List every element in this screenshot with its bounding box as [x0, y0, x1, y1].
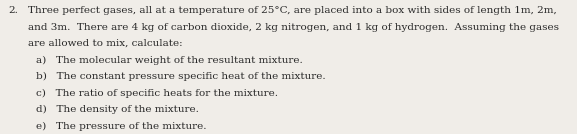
Text: Three perfect gases, all at a temperature of 25°C, are placed into a box with si: Three perfect gases, all at a temperatur… — [28, 6, 557, 15]
Text: are allowed to mix, calculate:: are allowed to mix, calculate: — [28, 39, 183, 48]
Text: 2.: 2. — [8, 6, 18, 15]
Text: c)   The ratio of specific heats for the mixture.: c) The ratio of specific heats for the m… — [36, 88, 278, 98]
Text: b)   The constant pressure specific heat of the mixture.: b) The constant pressure specific heat o… — [36, 72, 325, 81]
Text: a)   The molecular weight of the resultant mixture.: a) The molecular weight of the resultant… — [36, 55, 303, 65]
Text: d)   The density of the mixture.: d) The density of the mixture. — [36, 105, 199, 114]
Text: and 3m.  There are 4 kg of carbon dioxide, 2 kg nitrogen, and 1 kg of hydrogen. : and 3m. There are 4 kg of carbon dioxide… — [28, 23, 559, 31]
Text: e)   The pressure of the mixture.: e) The pressure of the mixture. — [36, 122, 207, 131]
